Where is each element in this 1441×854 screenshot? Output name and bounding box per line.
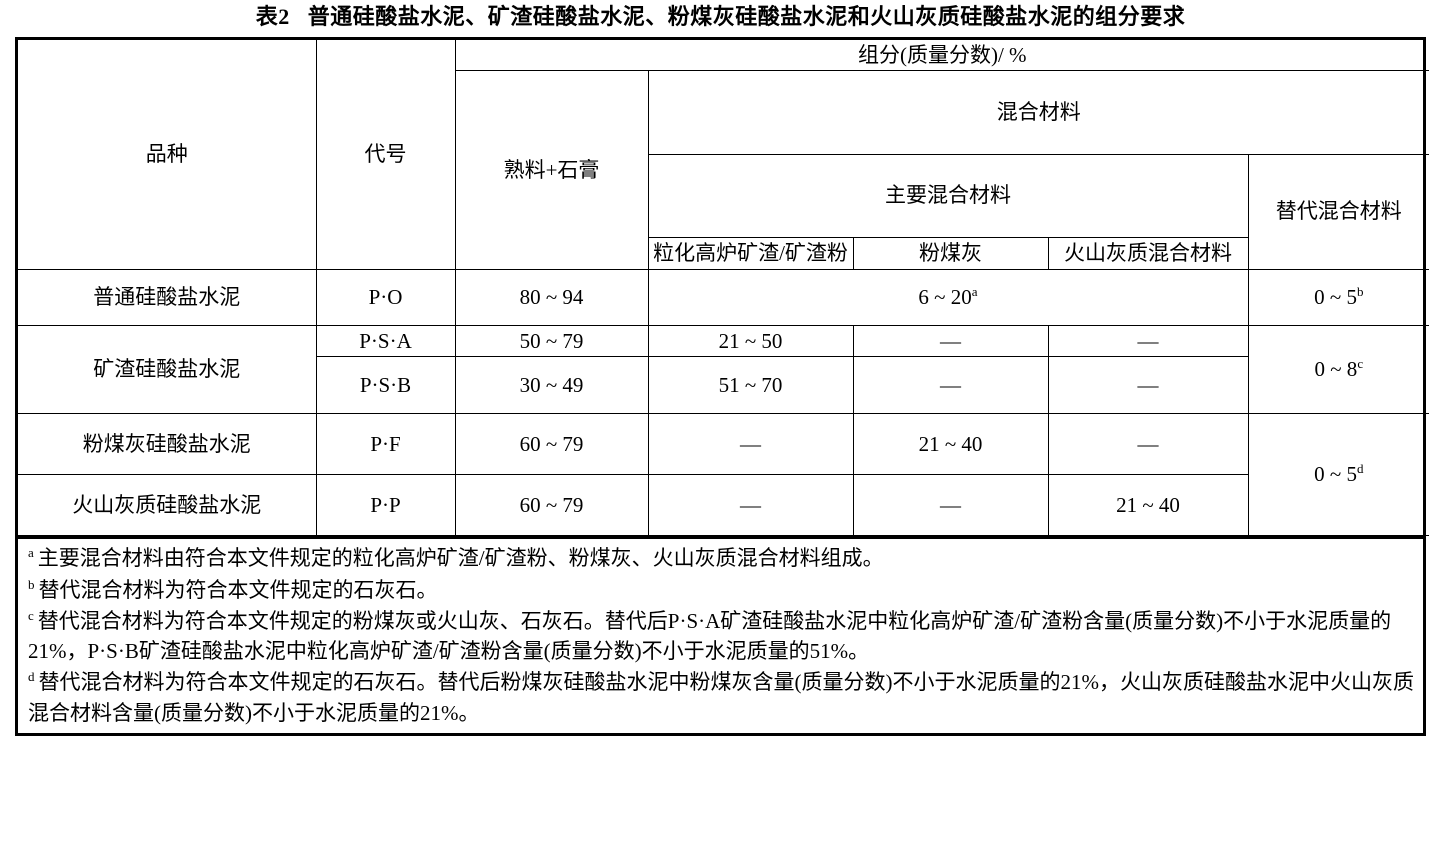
table-footnotes: a 主要混合材料由符合本文件规定的粒化高炉矿渣/矿渣粉、粉煤灰、火山灰质混合材料组… [18, 536, 1423, 732]
cell-code: P·P [315, 474, 456, 537]
header-fly-ash: 粉煤灰 [852, 236, 1049, 270]
cell-pozzolanic: — [1047, 324, 1249, 358]
title-label: 表 [255, 4, 279, 29]
cell-clinker-gypsum: 30 ~ 49 [454, 356, 649, 415]
cell-clinker-gypsum: 60 ~ 79 [454, 474, 649, 537]
cell-substitute: 0 ~ 8c [1247, 324, 1430, 415]
header-main-blending-material: 主要混合材料 [647, 153, 1249, 238]
cell-fly-ash: 21 ~ 40 [852, 413, 1049, 476]
cell-granulated-slag: 51 ~ 70 [647, 356, 854, 415]
table-row: 普通硅酸盐水泥 P·O 80 ~ 94 6 ~ 20a 0 ~ 5b [18, 268, 1430, 326]
footnote-marker: d [28, 669, 35, 685]
footnote-b: b 替代混合材料为符合本文件规定的石灰石。 [28, 575, 1415, 605]
table-row: 火山灰质硅酸盐水泥 P·P 60 ~ 79 — — 21 ~ 40 [18, 474, 1429, 537]
footnote-text: 替代混合材料为符合本文件规定的粉煤灰或火山灰、石灰石。替代后P·S·A矿渣硅酸盐… [28, 608, 1392, 664]
cell-code: P·S·B [315, 356, 456, 415]
cell-clinker-gypsum: 60 ~ 79 [454, 413, 649, 476]
header-pozzolanic: 火山灰质混合材料 [1047, 236, 1249, 270]
table-container: 品种 代号 组分(质量分数)/ % 熟料+石膏 混合材料 主要混合材料 替代混合… [15, 36, 1430, 736]
footnote-a: a 主要混合材料由符合本文件规定的粒化高炉矿渣/矿渣粉、粉煤灰、火山灰质混合材料组… [28, 543, 1415, 573]
header-clinker-gypsum: 熟料+石膏 [454, 70, 649, 270]
cell-fly-ash: — [852, 356, 1049, 415]
footnote-d: d 替代混合材料为符合本文件规定的石灰石。替代后粉煤灰硅酸盐水泥中粉煤灰含量(质量… [28, 667, 1415, 727]
cell-code: P·O [315, 268, 456, 326]
header-variety: 品种 [18, 39, 317, 270]
table-row: 矿渣硅酸盐水泥 P·S·A 50 ~ 79 21 ~ 50 — — 0 ~ 8c [18, 324, 1430, 415]
footnote-ref-d: d [1356, 461, 1364, 477]
cell-fly-ash: — [852, 474, 1049, 537]
title-number: 2 [278, 4, 290, 29]
cell-code: P·F [315, 413, 456, 476]
header-row-3: 主要混合材料 替代混合材料 [18, 153, 1430, 270]
footnote-marker: b [28, 576, 35, 592]
cell-pozzolanic: — [1047, 413, 1249, 476]
cell-pozzolanic: 21 ~ 40 [1047, 474, 1249, 537]
footnote-marker: c [28, 607, 34, 623]
cell-main-blending-merged: 6 ~ 20a [647, 268, 1249, 326]
footnote-ref-c: c [1357, 356, 1364, 371]
footnote-ref-b: b [1356, 283, 1364, 299]
header-granulated-slag: 粒化高炉矿渣/矿渣粉 [647, 236, 854, 270]
header-row-1: 品种 代号 组分(质量分数)/ % [18, 39, 1430, 270]
cell-value: 0 ~ 5 [1314, 284, 1357, 309]
cell-clinker-gypsum: 80 ~ 94 [454, 268, 649, 326]
footnote-marker: a [28, 545, 34, 561]
footnote-c: c 替代混合材料为符合本文件规定的粉煤灰或火山灰、石灰石。替代后P·S·A矿渣硅酸… [28, 606, 1415, 666]
header-blending-material: 混合材料 [647, 70, 1430, 155]
footnote-text: 主要混合材料由符合本文件规定的粒化高炉矿渣/矿渣粉、粉煤灰、火山灰质混合材料组成… [37, 546, 884, 571]
header-row-4: 粒化高炉矿渣/矿渣粉 粉煤灰 火山灰质混合材料 [18, 236, 1429, 270]
table-row: P·S·B 30 ~ 49 51 ~ 70 — — [18, 356, 1429, 415]
cell-value: 6 ~ 20 [918, 284, 972, 309]
cell-substitute: 0 ~ 5d [1247, 413, 1430, 537]
cell-variety: 粉煤灰硅酸盐水泥 [18, 413, 317, 476]
page-title: 表2 普通硅酸盐水泥、矿渣硅酸盐水泥、粉煤灰硅酸盐水泥和火山灰质硅酸盐水泥的组分要… [0, 0, 1441, 37]
cell-granulated-slag: — [647, 413, 854, 476]
title-text: 普通硅酸盐水泥、矿渣硅酸盐水泥、粉煤灰硅酸盐水泥和火山灰质硅酸盐水泥的组分要求 [307, 4, 1186, 29]
cell-substitute: 0 ~ 5b [1247, 268, 1430, 326]
header-component-group: 组分(质量分数)/ % [454, 39, 1430, 72]
footnote-text: 替代混合材料为符合本文件规定的石灰石。替代后粉煤灰硅酸盐水泥中粉煤灰含量(质量分… [28, 670, 1414, 725]
cell-granulated-slag: 21 ~ 50 [647, 324, 854, 358]
header-code: 代号 [315, 39, 456, 270]
header-row-2: 熟料+石膏 混合材料 [18, 70, 1430, 270]
header-substitute: 替代混合材料 [1247, 153, 1430, 270]
cell-fly-ash: — [852, 324, 1049, 358]
cell-value: 0 ~ 8 [1314, 357, 1358, 381]
cell-pozzolanic: — [1047, 356, 1249, 415]
footnote-ref-a: a [971, 283, 978, 299]
footnote-text: 替代混合材料为符合本文件规定的石灰石。 [38, 577, 438, 602]
table-row: 粉煤灰硅酸盐水泥 P·F 60 ~ 79 — 21 ~ 40 — 0 ~ 5d [18, 413, 1430, 537]
cell-variety: 普通硅酸盐水泥 [18, 268, 317, 326]
composition-table: 品种 代号 组分(质量分数)/ % 熟料+石膏 混合材料 主要混合材料 替代混合… [18, 39, 1430, 537]
cell-variety: 火山灰质硅酸盐水泥 [18, 474, 317, 537]
cell-variety: 矿渣硅酸盐水泥 [18, 324, 317, 415]
cell-code: P·S·A [315, 324, 456, 358]
cell-clinker-gypsum: 50 ~ 79 [454, 324, 649, 358]
cell-granulated-slag: — [647, 474, 854, 537]
cell-value: 0 ~ 5 [1314, 462, 1357, 487]
